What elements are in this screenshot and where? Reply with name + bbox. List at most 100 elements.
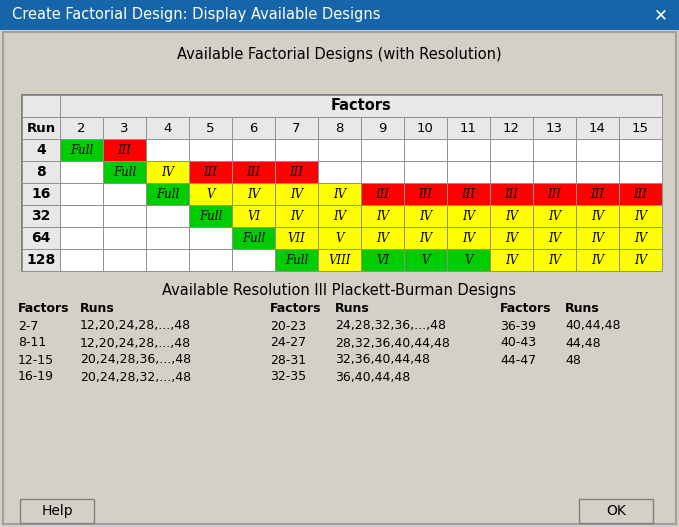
Bar [0,0,679,30]
Bar [22,227,60,249]
Bar [490,183,533,205]
Bar [275,205,318,227]
Text: 3: 3 [120,122,129,134]
Bar [60,183,103,205]
Bar [232,205,275,227]
Bar [490,139,533,161]
Text: Create Factorial Design: Display Available Designs: Create Factorial Design: Display Availab… [12,7,380,23]
Bar [490,117,533,139]
Text: Runs: Runs [335,302,370,316]
Text: 12,20,24,28,...,48: 12,20,24,28,...,48 [80,319,191,333]
Bar [189,161,232,183]
Bar [447,205,490,227]
Text: 64: 64 [31,231,51,245]
Bar [232,139,275,161]
Bar [318,249,361,271]
Bar [533,205,576,227]
Bar [146,183,189,205]
Bar [22,95,60,117]
Bar [619,183,662,205]
Text: IV: IV [333,188,346,200]
Bar [22,139,60,161]
Bar [576,117,619,139]
Text: IV: IV [376,231,389,245]
Text: 6: 6 [249,122,258,134]
Text: VI: VI [376,253,389,267]
Bar [447,161,490,183]
Bar [189,227,232,249]
Bar [22,183,60,205]
Bar [619,117,662,139]
Text: 12: 12 [503,122,520,134]
Text: 15: 15 [632,122,649,134]
Bar [447,183,490,205]
Bar [619,139,662,161]
Bar [103,183,146,205]
Text: 9: 9 [378,122,386,134]
Text: 14: 14 [589,122,606,134]
Bar [232,227,275,249]
Text: 24,28,32,36,...,48: 24,28,32,36,...,48 [335,319,446,333]
Text: Help: Help [41,504,73,518]
Bar [146,227,189,249]
Bar [490,249,533,271]
Text: III: III [204,165,217,179]
Text: 44-47: 44-47 [500,354,536,366]
Text: IV: IV [419,231,432,245]
Bar [533,227,576,249]
Bar [533,249,576,271]
Text: IV: IV [591,231,604,245]
Text: 4: 4 [164,122,172,134]
Bar [103,117,146,139]
Bar [361,139,404,161]
Bar [447,227,490,249]
Bar [579,499,653,523]
Bar [60,117,103,139]
Text: Full: Full [70,143,93,157]
Text: 2-7: 2-7 [18,319,39,333]
Bar [619,161,662,183]
Text: III: III [246,165,261,179]
Bar [22,205,60,227]
Text: IV: IV [247,188,260,200]
Text: IV: IV [634,253,647,267]
Bar [60,205,103,227]
Bar [533,139,576,161]
Text: IV: IV [591,253,604,267]
Bar [232,183,275,205]
Text: IV: IV [505,231,518,245]
Bar [189,117,232,139]
Text: Run: Run [26,122,56,134]
Text: 24-27: 24-27 [270,337,306,349]
Bar [576,139,619,161]
Text: IV: IV [376,210,389,222]
Bar [60,161,103,183]
Text: III: III [547,188,562,200]
Bar [404,249,447,271]
Text: IV: IV [462,231,475,245]
Bar [533,183,576,205]
Text: 2: 2 [77,122,86,134]
Text: III: III [462,188,475,200]
Bar [318,139,361,161]
Bar [22,117,60,139]
Bar [576,183,619,205]
Text: OK: OK [606,504,626,518]
Bar [275,249,318,271]
Text: V: V [421,253,430,267]
Text: V: V [206,188,215,200]
Bar [490,161,533,183]
Bar [619,227,662,249]
Text: III: III [418,188,433,200]
Bar [318,205,361,227]
Bar [146,249,189,271]
Bar [60,139,103,161]
Bar [361,183,404,205]
Bar [146,117,189,139]
Text: 36-39: 36-39 [500,319,536,333]
Bar [146,139,189,161]
Text: III: III [634,188,648,200]
Text: V: V [335,231,344,245]
Bar [103,139,146,161]
Bar [189,139,232,161]
